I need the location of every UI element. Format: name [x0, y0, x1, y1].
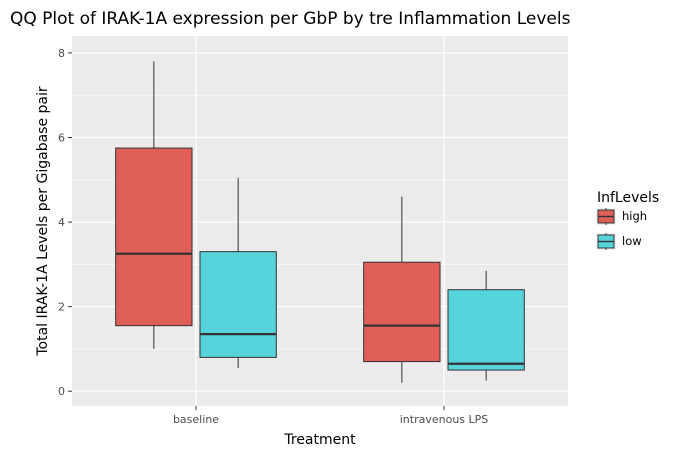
axes: 0 2 4 6 8 baseline intravenous LPS [58, 47, 488, 426]
box-high [363, 261, 441, 363]
x-tick-label: intravenous LPS [400, 413, 489, 426]
box-low [199, 251, 277, 358]
y-tick-label: 4 [58, 216, 65, 229]
x-tick-label: baseline [173, 413, 219, 426]
y-tick-label: 6 [58, 131, 65, 144]
box-high [115, 147, 193, 327]
chart-title: QQ Plot of IRAK-1A expression per GbP by… [10, 9, 571, 29]
legend-title: InfLevels [597, 190, 659, 206]
y-tick-label: 2 [58, 301, 65, 314]
legend-label-low: low [622, 234, 642, 248]
y-axis-title: Total IRAK-1A Levels per Gigabase pair [35, 86, 51, 356]
legend: InfLevels high low [596, 190, 659, 250]
x-axis-title: Treatment [283, 432, 356, 448]
box-marks [115, 61, 525, 383]
y-tick-label: 0 [58, 385, 65, 398]
y-tick-label: 8 [58, 47, 65, 60]
legend-label-high: high [622, 209, 647, 223]
box-low [447, 289, 525, 371]
